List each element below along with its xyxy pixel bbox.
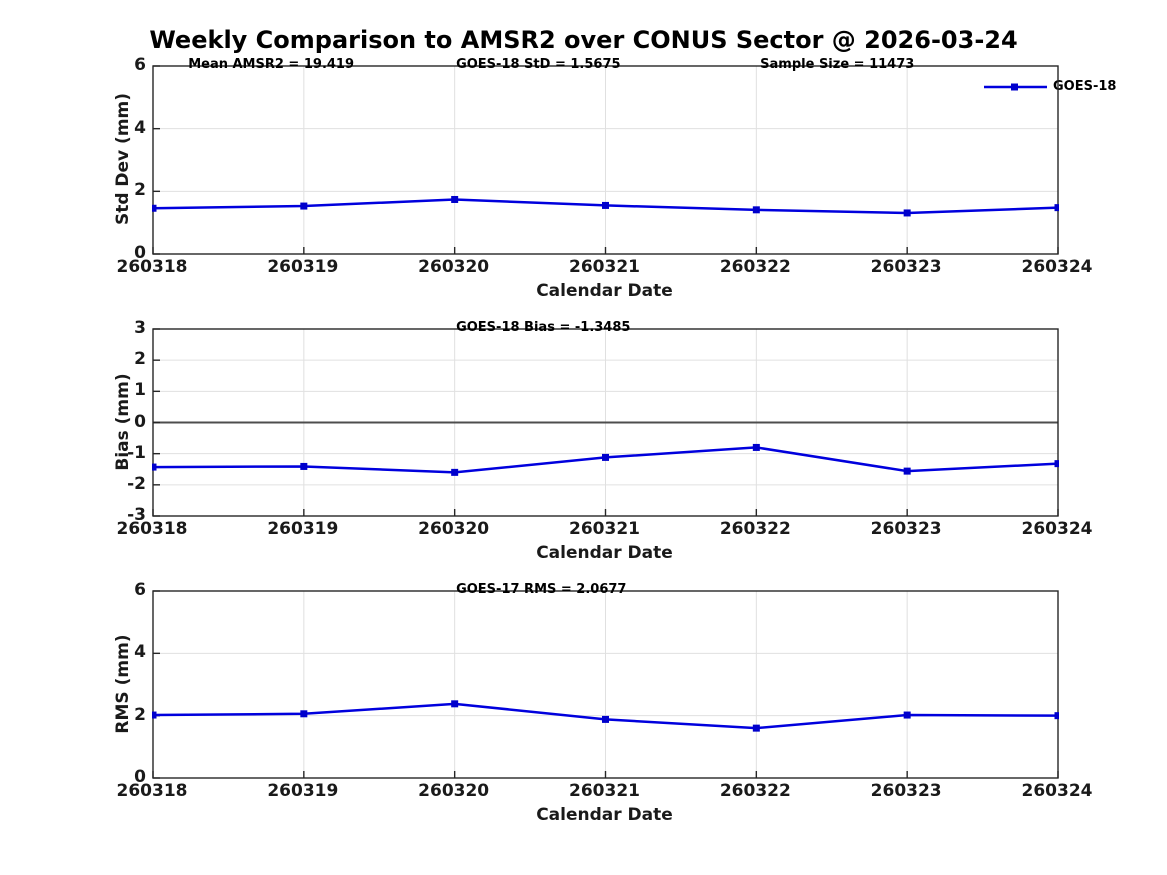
data-point-marker <box>152 711 157 719</box>
data-point-marker <box>300 462 308 470</box>
legend: GOES-18 <box>983 78 1116 96</box>
x-tick-label: 260318 <box>116 519 188 539</box>
data-point-marker <box>903 209 911 217</box>
data-point-marker <box>300 202 308 210</box>
figure-title: Weekly Comparison to AMSR2 over CONUS Se… <box>149 26 1018 54</box>
x-tick-label: 260321 <box>569 519 640 539</box>
y-tick-label: 6 <box>134 55 146 75</box>
data-point-marker <box>451 700 459 708</box>
data-point-marker <box>1054 460 1059 468</box>
panel-annotation: GOES-17 RMS = 2.0677 <box>456 582 627 597</box>
data-point-marker <box>752 206 760 214</box>
data-point-marker <box>451 468 459 476</box>
legend-label: GOES-18 <box>1053 79 1117 94</box>
x-tick-label: 260320 <box>418 519 490 539</box>
y-tick-label: 0 <box>134 767 146 787</box>
x-tick-label: 260320 <box>418 257 490 277</box>
rms-plot-area <box>152 590 1059 779</box>
x-tick-label: 260321 <box>569 781 640 801</box>
data-point-marker <box>752 443 760 451</box>
data-point-marker <box>1054 712 1059 720</box>
y-tick-label: 0 <box>134 243 146 263</box>
data-point-marker <box>602 715 609 723</box>
data-point-marker <box>602 453 609 461</box>
data-point-marker <box>1054 204 1059 212</box>
y-tick-label: 4 <box>134 117 146 138</box>
x-tick-label: 260322 <box>719 519 791 539</box>
std-dev-plot-area <box>152 65 1059 255</box>
y-tick-label: -1 <box>127 442 146 463</box>
x-tick-label: 260319 <box>267 257 339 277</box>
x-tick-label: 260324 <box>1021 257 1093 277</box>
data-point-marker <box>152 204 157 212</box>
panel-annotation: GOES-18 StD = 1.5675 <box>456 57 621 72</box>
data-point-marker <box>451 195 459 203</box>
data-point-marker <box>752 724 760 732</box>
data-point-marker <box>152 463 157 471</box>
panel-annotation: Sample Size = 11473 <box>760 57 915 72</box>
y-tick-label: 6 <box>134 580 146 600</box>
x-tick-label: 260321 <box>569 257 640 277</box>
legend-line-sample <box>984 83 1047 91</box>
x-axis-label: Calendar Date <box>536 805 673 825</box>
data-point-marker <box>602 201 609 209</box>
x-tick-label: 260323 <box>870 519 942 539</box>
data-point-marker <box>903 711 911 719</box>
x-tick-label: 260318 <box>116 257 188 277</box>
y-tick-label: -2 <box>127 473 146 494</box>
x-tick-label: 260319 <box>267 781 339 801</box>
y-tick-label: 2 <box>134 180 146 201</box>
y-tick-label: -3 <box>127 505 146 525</box>
panel-annotation: GOES-18 Bias = -1.3485 <box>456 320 631 335</box>
data-point-marker <box>300 710 308 718</box>
x-tick-label: 260322 <box>719 781 791 801</box>
y-tick-label: 4 <box>134 642 146 663</box>
legend-square-marker-icon <box>1011 83 1018 91</box>
x-tick-label: 260324 <box>1021 781 1093 801</box>
y-tick-label: 3 <box>134 318 146 338</box>
x-tick-label: 260318 <box>116 781 188 801</box>
y-tick-label: 1 <box>134 380 146 401</box>
x-tick-label: 260324 <box>1021 519 1093 539</box>
x-tick-label: 260319 <box>267 519 339 539</box>
data-point-marker <box>903 467 911 475</box>
x-tick-label: 260323 <box>870 257 942 277</box>
y-tick-label: 0 <box>134 411 146 432</box>
x-tick-label: 260320 <box>418 781 490 801</box>
bias-plot-area <box>152 328 1059 517</box>
y-axis-label: Std Dev (mm) <box>113 92 133 226</box>
y-tick-label: 2 <box>134 349 146 370</box>
x-axis-label: Calendar Date <box>536 281 673 301</box>
y-tick-label: 2 <box>134 704 146 725</box>
x-tick-label: 260323 <box>870 781 942 801</box>
x-axis-label: Calendar Date <box>536 543 673 563</box>
x-tick-label: 260322 <box>719 257 791 277</box>
panel-annotation: Mean AMSR2 = 19.419 <box>188 57 355 72</box>
